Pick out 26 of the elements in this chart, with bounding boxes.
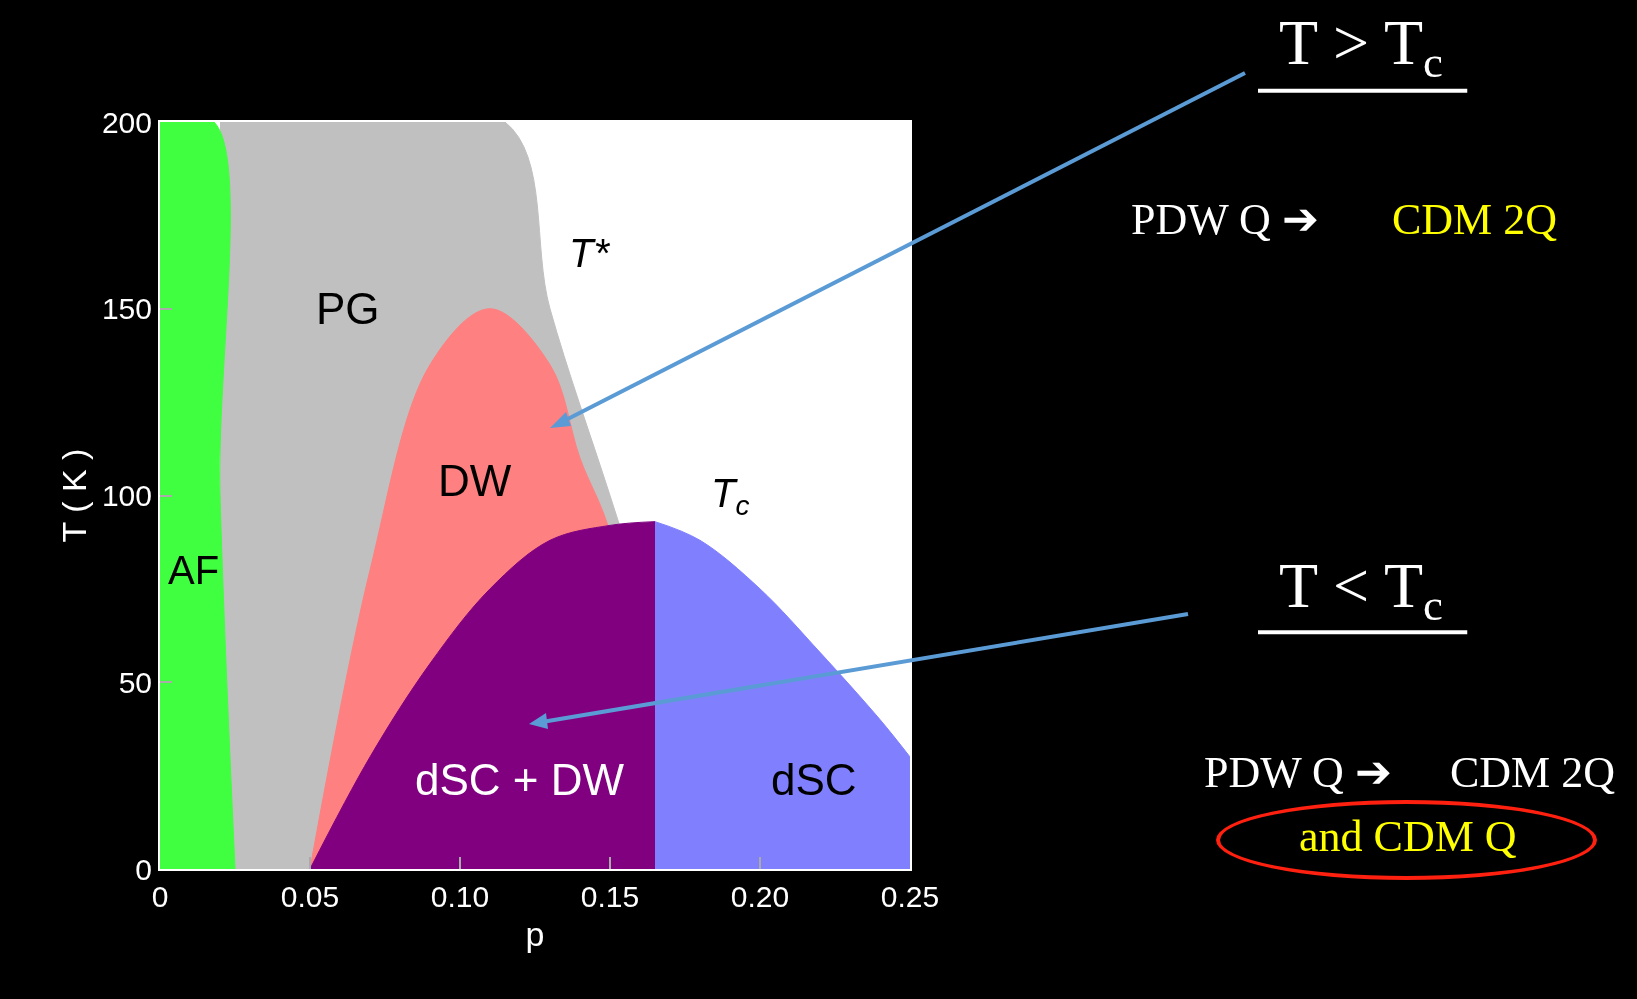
text: T < T$_{c}$ xyxy=(1279,550,1443,631)
x-tick-label: 0.10 xyxy=(430,880,490,913)
text: PDW Q ➔ xyxy=(1204,748,1392,797)
y-tick-label: 200 xyxy=(101,105,152,139)
annotation: DW xyxy=(438,456,512,505)
text: and CDM Q xyxy=(1299,812,1517,861)
x-tick-label: 0.25 xyxy=(880,880,940,913)
y-tick-label: 150 xyxy=(101,292,152,326)
annotation: T$_{c}$ xyxy=(711,471,750,522)
annotation: dSC xyxy=(771,755,857,804)
annotation: PG xyxy=(316,284,380,333)
y-tick-label: 0 xyxy=(135,852,152,886)
y-axis-title: T ( K ) xyxy=(55,448,94,543)
x-axis-title: p xyxy=(525,914,545,953)
annotation: T* xyxy=(569,231,611,275)
x-tick-label: 0.20 xyxy=(730,880,790,913)
annotation: AF xyxy=(168,548,220,592)
text: PDW Q ➔ xyxy=(1131,195,1319,244)
text: CDM 2Q xyxy=(1450,748,1616,797)
annotation: dSC + DW xyxy=(415,755,625,804)
y-tick-label: 100 xyxy=(101,479,152,512)
y-tick-label: 50 xyxy=(118,665,152,699)
text: CDM 2Q xyxy=(1392,195,1558,244)
text: T > T$_{c}$ xyxy=(1279,7,1443,88)
x-tick-label: 0.15 xyxy=(580,880,640,913)
x-tick-label: 0.05 xyxy=(280,880,340,913)
